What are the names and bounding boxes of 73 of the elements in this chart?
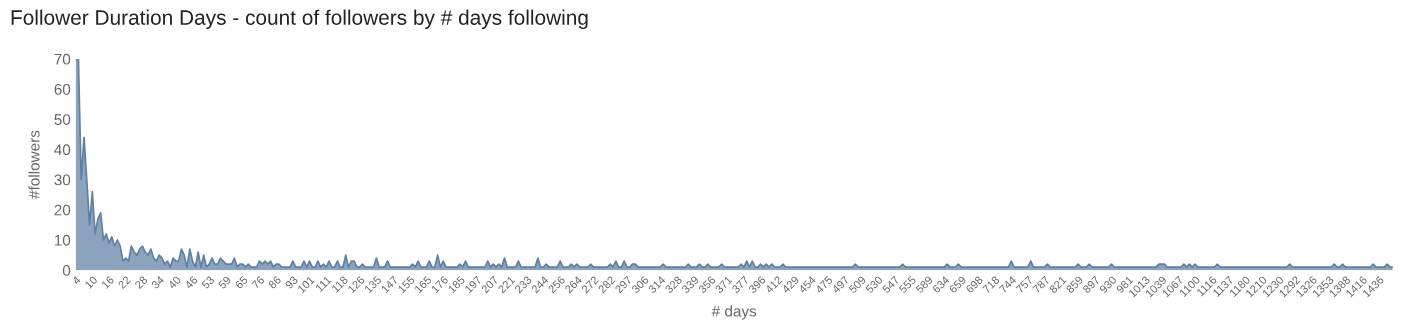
x-tick-label: 475 bbox=[814, 275, 833, 294]
x-tick-label: 328 bbox=[664, 275, 683, 294]
x-tick-label: 377 bbox=[731, 275, 750, 294]
x-tick-label: 396 bbox=[748, 275, 767, 294]
y-tick-label: 30 bbox=[54, 174, 71, 186]
x-tick-label: 454 bbox=[798, 275, 817, 294]
x-tick-label: 126 bbox=[347, 275, 366, 294]
x-tick-label: 76 bbox=[251, 275, 265, 290]
y-axis-title: #followers bbox=[28, 130, 40, 199]
y-tick-label: 70 bbox=[54, 53, 71, 65]
x-tick-label: 282 bbox=[597, 275, 616, 294]
y-tick-label: 60 bbox=[54, 83, 71, 95]
x-tick-label: 244 bbox=[530, 275, 549, 294]
x-tick-label: 10 bbox=[84, 275, 98, 289]
chart-title: Follower Duration Days - count of followers by # days following bbox=[11, 9, 588, 30]
x-tick-label: 118 bbox=[331, 275, 349, 293]
x-tick-label: 34 bbox=[150, 275, 165, 290]
x-tick-label: 233 bbox=[514, 275, 533, 294]
x-tick-label: 46 bbox=[184, 275, 199, 290]
x-tick-label: 744 bbox=[998, 275, 1017, 294]
x-tick-label: 86 bbox=[267, 275, 282, 290]
y-tick-label: 20 bbox=[54, 204, 71, 216]
x-tick-label: 53 bbox=[201, 275, 215, 290]
x-tick-label: 509 bbox=[848, 275, 867, 294]
x-tick-label: 547 bbox=[881, 275, 900, 294]
x-tick-label: 93 bbox=[284, 275, 299, 290]
x-tick-label: 930 bbox=[1098, 275, 1117, 294]
x-tick-label: 176 bbox=[430, 275, 449, 294]
x-tick-label: 207 bbox=[480, 275, 499, 294]
x-tick-label: 497 bbox=[831, 275, 850, 294]
y-tick-label: 10 bbox=[54, 234, 71, 246]
x-tick-label: 371 bbox=[714, 275, 733, 294]
x-tick-label: 185 bbox=[447, 275, 466, 294]
x-tick-label: 135 bbox=[364, 275, 382, 294]
x-tick-label: 221 bbox=[497, 275, 516, 294]
x-tick-label: 589 bbox=[915, 275, 934, 294]
x-tick-label: 197 bbox=[464, 275, 482, 294]
x-tick-label: 314 bbox=[647, 275, 666, 294]
x-tick-label: 757 bbox=[1015, 275, 1034, 294]
x-tick-label: 165 bbox=[414, 275, 432, 294]
x-tick-label: 111 bbox=[315, 275, 332, 293]
x-tick-label: 264 bbox=[564, 275, 583, 294]
x-tick-label: 306 bbox=[631, 275, 650, 294]
x-tick-label: 821 bbox=[1048, 275, 1067, 294]
x-tick-label: 297 bbox=[614, 275, 633, 294]
y-tick-label: 40 bbox=[54, 144, 71, 156]
x-tick-label: 40 bbox=[167, 275, 182, 290]
x-tick-label: 272 bbox=[581, 275, 599, 294]
y-tick-label: 0 bbox=[62, 265, 71, 276]
x-tick-label: 859 bbox=[1065, 275, 1084, 294]
x-tick-label: 897 bbox=[1082, 275, 1101, 294]
x-tick-label: 698 bbox=[965, 275, 984, 294]
x-tick-label: 16 bbox=[101, 275, 115, 289]
x-tick-label: 787 bbox=[1032, 275, 1051, 294]
x-tick-label: 555 bbox=[898, 275, 917, 294]
x-tick-label: 429 bbox=[781, 275, 800, 294]
x-tick-label: 65 bbox=[234, 275, 249, 290]
x-axis-title: # days bbox=[711, 305, 757, 320]
x-tick-label: 101 bbox=[297, 275, 315, 294]
x-tick-label: 147 bbox=[380, 275, 399, 294]
x-tick-label: 155 bbox=[397, 275, 416, 294]
x-tick-label: 718 bbox=[982, 275, 1000, 294]
x-tick-label: 256 bbox=[547, 275, 566, 294]
x-tick-label: 28 bbox=[134, 275, 148, 290]
x-tick-label: 22 bbox=[117, 275, 132, 290]
x-tick-label: 634 bbox=[931, 275, 950, 294]
x-tick-label: 356 bbox=[697, 275, 716, 294]
x-tick-label: 4 bbox=[71, 275, 82, 285]
x-tick-label: 59 bbox=[217, 275, 232, 290]
x-tick-label: 659 bbox=[948, 275, 967, 294]
x-tick-label: 339 bbox=[681, 275, 700, 294]
y-tick-label: 50 bbox=[54, 114, 71, 125]
x-tick-label: 412 bbox=[764, 275, 783, 294]
